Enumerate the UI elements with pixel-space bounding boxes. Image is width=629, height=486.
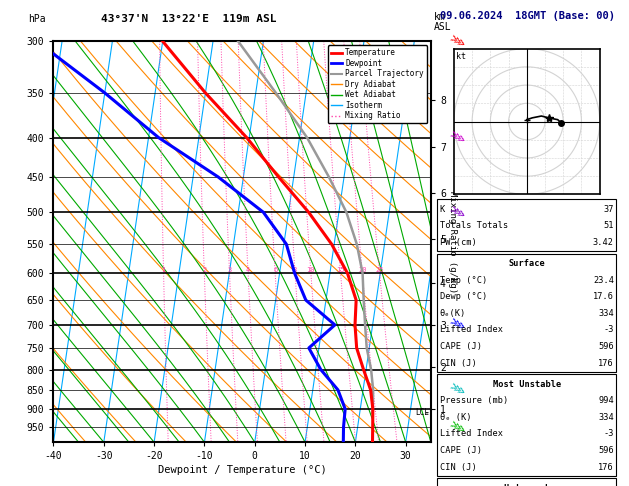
Text: 8: 8 bbox=[293, 267, 297, 273]
Text: Hodograph: Hodograph bbox=[503, 484, 550, 486]
Text: -3: -3 bbox=[603, 430, 614, 438]
Text: Totals Totals: Totals Totals bbox=[440, 222, 508, 230]
Text: 37: 37 bbox=[603, 205, 614, 214]
Text: 334: 334 bbox=[598, 309, 614, 318]
Text: 20: 20 bbox=[358, 267, 367, 273]
Text: ⋙: ⋙ bbox=[447, 204, 465, 221]
Text: 09.06.2024  18GMT (Base: 00): 09.06.2024 18GMT (Base: 00) bbox=[440, 11, 615, 20]
Text: 994: 994 bbox=[598, 397, 614, 405]
Text: 1: 1 bbox=[162, 267, 165, 273]
Text: Dewp (°C): Dewp (°C) bbox=[440, 293, 487, 301]
Text: CIN (J): CIN (J) bbox=[440, 359, 476, 367]
Text: 3.42: 3.42 bbox=[593, 238, 614, 247]
Text: LCL: LCL bbox=[416, 408, 430, 417]
Text: θₑ(K): θₑ(K) bbox=[440, 309, 466, 318]
Y-axis label: Mixing Ratio (g/kg): Mixing Ratio (g/kg) bbox=[448, 191, 457, 293]
Text: CAPE (J): CAPE (J) bbox=[440, 342, 482, 351]
Text: ⋙: ⋙ bbox=[447, 129, 465, 146]
Text: Most Unstable: Most Unstable bbox=[493, 380, 561, 389]
Text: 43°37'N  13°22'E  119m ASL: 43°37'N 13°22'E 119m ASL bbox=[101, 15, 276, 24]
Text: 6: 6 bbox=[273, 267, 277, 273]
Text: ⋙: ⋙ bbox=[447, 419, 465, 435]
Text: 51: 51 bbox=[603, 222, 614, 230]
X-axis label: Dewpoint / Temperature (°C): Dewpoint / Temperature (°C) bbox=[158, 466, 326, 475]
Text: 23.4: 23.4 bbox=[593, 276, 614, 285]
Text: CIN (J): CIN (J) bbox=[440, 463, 476, 471]
Text: ⋙: ⋙ bbox=[447, 316, 465, 333]
Text: ⋙: ⋙ bbox=[447, 382, 465, 398]
Text: PW (cm): PW (cm) bbox=[440, 238, 476, 247]
Text: 15: 15 bbox=[337, 267, 345, 273]
Legend: Temperature, Dewpoint, Parcel Trajectory, Dry Adiabat, Wet Adiabat, Isotherm, Mi: Temperature, Dewpoint, Parcel Trajectory… bbox=[328, 45, 427, 123]
Text: θₑ (K): θₑ (K) bbox=[440, 413, 471, 422]
Text: km: km bbox=[434, 12, 446, 22]
Text: 334: 334 bbox=[598, 413, 614, 422]
Text: 17.6: 17.6 bbox=[593, 293, 614, 301]
Text: Temp (°C): Temp (°C) bbox=[440, 276, 487, 285]
Text: 176: 176 bbox=[598, 463, 614, 471]
Text: ASL: ASL bbox=[434, 22, 452, 32]
Text: Surface: Surface bbox=[508, 260, 545, 268]
Text: Lifted Index: Lifted Index bbox=[440, 326, 503, 334]
Text: 10: 10 bbox=[306, 267, 315, 273]
Text: 4: 4 bbox=[246, 267, 250, 273]
Text: kt: kt bbox=[455, 52, 465, 61]
Text: 596: 596 bbox=[598, 342, 614, 351]
Text: ⋙: ⋙ bbox=[447, 33, 465, 50]
Text: Lifted Index: Lifted Index bbox=[440, 430, 503, 438]
Text: -3: -3 bbox=[603, 326, 614, 334]
Text: 2: 2 bbox=[202, 267, 206, 273]
Text: 596: 596 bbox=[598, 446, 614, 455]
Text: 25: 25 bbox=[376, 267, 384, 273]
Text: hPa: hPa bbox=[28, 15, 46, 24]
Text: K: K bbox=[440, 205, 445, 214]
Text: CAPE (J): CAPE (J) bbox=[440, 446, 482, 455]
Text: Pressure (mb): Pressure (mb) bbox=[440, 397, 508, 405]
Text: 3: 3 bbox=[228, 267, 231, 273]
Text: 176: 176 bbox=[598, 359, 614, 367]
